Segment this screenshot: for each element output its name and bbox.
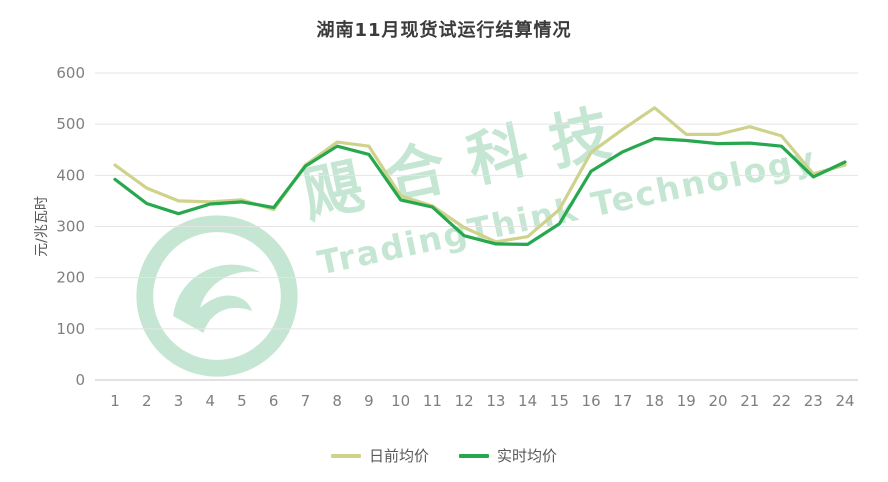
x-tick-label: 4 (205, 392, 215, 410)
x-tick-label: 24 (835, 392, 854, 410)
x-tick-label: 13 (486, 392, 505, 410)
legend-swatch (459, 453, 489, 458)
y-tick-label: 600 (56, 64, 85, 82)
legend: 日前均价 实时均价 (0, 445, 888, 466)
x-tick-label: 12 (455, 392, 474, 410)
x-tick-label: 9 (364, 392, 374, 410)
x-tick-label: 10 (391, 392, 410, 410)
x-tick-label: 14 (518, 392, 537, 410)
chart-title: 湖南11月现货试运行结算情况 (316, 20, 572, 41)
x-tick-label: 22 (772, 392, 791, 410)
y-tick-label: 0 (75, 371, 85, 389)
x-tick-label: 8 (332, 392, 342, 410)
y-tick-label: 400 (56, 166, 85, 184)
y-tick-label: 200 (56, 269, 85, 287)
legend-item-day-ahead: 日前均价 (330, 445, 429, 466)
x-tick-label: 17 (613, 392, 632, 410)
x-tick-label: 7 (301, 392, 311, 410)
x-tick-label: 15 (550, 392, 569, 410)
x-tick-label: 1 (110, 392, 120, 410)
legend-swatch (330, 453, 361, 458)
x-tick-label: 6 (269, 392, 279, 410)
series-line-0 (113, 106, 847, 244)
x-tick-label: 16 (582, 392, 601, 410)
x-tick-label: 11 (423, 392, 442, 410)
y-tick-label: 100 (56, 320, 85, 338)
x-tick-label: 20 (708, 392, 727, 410)
y-tick-label: 300 (56, 218, 85, 236)
x-tick-label: 5 (237, 392, 247, 410)
series-line-1 (113, 136, 847, 246)
x-tick-label: 19 (677, 392, 696, 410)
legend-item-realtime: 实时均价 (459, 445, 557, 466)
x-tick-label: 18 (645, 392, 664, 410)
y-tick-label: 500 (56, 115, 85, 133)
legend-label-realtime: 实时均价 (497, 447, 558, 465)
x-tick-label: 3 (174, 392, 184, 410)
y-axis-title: 元/兆瓦时 (34, 196, 50, 257)
x-tick-label: 2 (142, 392, 152, 410)
x-tick-label: 21 (740, 392, 759, 410)
legend-label-day-ahead: 日前均价 (368, 447, 429, 465)
x-tick-label: 23 (804, 392, 823, 410)
